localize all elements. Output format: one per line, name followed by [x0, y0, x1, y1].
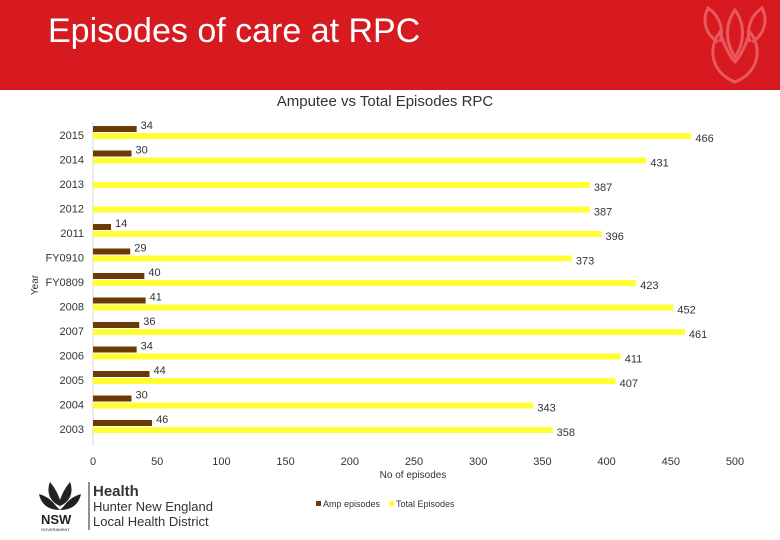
- y-tick-label: 2006: [60, 351, 84, 363]
- total-bar: [93, 182, 590, 188]
- legend: Amp episodes Total Episodes: [316, 499, 455, 509]
- total-bar: [93, 378, 616, 384]
- total-bar: [93, 133, 692, 139]
- total-value-label: 373: [576, 256, 594, 268]
- nsw-waratah-logo: NSW GOVERNMENT: [39, 482, 90, 532]
- amp-value-label: 29: [134, 243, 146, 255]
- logo-text-block: Health Hunter New England Local Health D…: [93, 484, 213, 529]
- amp-bar: [93, 273, 145, 279]
- total-value-label: 358: [557, 427, 575, 439]
- y-tick-label: 2012: [60, 204, 84, 216]
- total-value-label: 387: [594, 182, 612, 194]
- government-wordmark: GOVERNMENT: [41, 527, 70, 532]
- total-value-label: 423: [640, 280, 658, 292]
- total-value-label: 461: [689, 329, 707, 341]
- total-bar: [93, 231, 602, 237]
- x-tick-label: 300: [469, 456, 487, 468]
- waratah-watermark-icon: [703, 5, 767, 84]
- amp-value-label: 14: [115, 218, 127, 230]
- total-bar: [93, 255, 572, 262]
- x-tick-label: 0: [90, 456, 96, 468]
- x-tick-label: 350: [533, 456, 551, 468]
- legend-label-amp: Amp episodes: [323, 499, 381, 509]
- total-bar: [93, 206, 590, 213]
- y-tick-label: 2005: [60, 375, 84, 387]
- amp-bar: [93, 346, 137, 353]
- total-bar: [93, 427, 553, 433]
- y-tick-label: 2015: [60, 130, 84, 142]
- amp-bar: [93, 224, 111, 230]
- amp-bar: [93, 297, 146, 304]
- amp-bar: [93, 150, 132, 157]
- amp-bar: [93, 420, 153, 426]
- y-tick-label: 2004: [60, 400, 84, 412]
- total-bar: [93, 402, 534, 409]
- amp-value-label: 41: [150, 292, 162, 304]
- amp-bar: [93, 371, 150, 377]
- logo-district-line2: Local Health District: [93, 514, 209, 529]
- y-tick-label: 2011: [60, 228, 84, 240]
- amp-bar: [93, 248, 131, 255]
- total-bar: [93, 329, 685, 335]
- amp-value-label: 30: [136, 145, 148, 157]
- total-bar: [93, 304, 674, 311]
- bar-chart: Amputee vs Total Episodes RPC Year 2015 2…: [30, 93, 744, 509]
- x-tick-label: 450: [662, 456, 680, 468]
- x-axis-label: No of episodes: [380, 470, 447, 481]
- amp-value-label: 46: [156, 414, 168, 426]
- total-value-label: 396: [605, 231, 623, 243]
- amp-value-label: 34: [141, 341, 153, 353]
- amp-value-label: 34: [141, 120, 153, 132]
- amp-value-label: 44: [153, 365, 165, 377]
- x-tick-label: 400: [597, 456, 615, 468]
- y-tick-label: 2007: [60, 326, 84, 338]
- total-value-label: 387: [594, 207, 612, 219]
- title-banner: Episodes of care at RPC: [0, 0, 780, 90]
- legend-swatch-amp: [316, 501, 321, 506]
- legend-swatch-total: [389, 501, 394, 506]
- logo-health-label: Health: [93, 483, 139, 500]
- amp-bar: [93, 395, 132, 402]
- logo-district-line1: Hunter New England: [93, 499, 213, 514]
- chart-title: Amputee vs Total Episodes RPC: [277, 93, 494, 110]
- amp-value-label: 40: [148, 267, 160, 279]
- y-axis-label: Year: [30, 274, 41, 295]
- total-value-label: 431: [650, 158, 668, 170]
- x-tick-label: 100: [212, 456, 230, 468]
- total-bar: [93, 157, 647, 164]
- total-bar: [93, 280, 637, 286]
- amp-value-label: 30: [136, 390, 148, 402]
- amp-bar: [93, 126, 137, 132]
- total-value-label: 466: [695, 133, 713, 145]
- amp-value-label: 36: [143, 316, 155, 328]
- total-value-label: 407: [620, 378, 638, 390]
- total-value-label: 411: [625, 354, 643, 366]
- legend-label-total: Total Episodes: [396, 499, 455, 509]
- y-tick-label: 2003: [60, 424, 84, 436]
- y-tick-label: FY0910: [45, 253, 84, 265]
- total-value-label: 343: [537, 403, 555, 415]
- x-tick-label: 150: [276, 456, 294, 468]
- x-tick-label: 50: [151, 456, 163, 468]
- amp-bar: [93, 322, 140, 328]
- x-tick-label: 250: [405, 456, 423, 468]
- y-tick-label: 2013: [60, 179, 84, 191]
- nsw-wordmark: NSW: [41, 512, 72, 527]
- total-bar: [93, 353, 621, 360]
- total-value-label: 452: [677, 305, 695, 317]
- x-tick-label: 500: [726, 456, 744, 468]
- y-tick-label: 2014: [60, 155, 84, 167]
- y-tick-label: 2008: [60, 302, 84, 314]
- slide-title: Episodes of care at RPC: [48, 12, 421, 50]
- y-tick-label: FY0809: [45, 277, 84, 289]
- x-tick-label: 200: [341, 456, 359, 468]
